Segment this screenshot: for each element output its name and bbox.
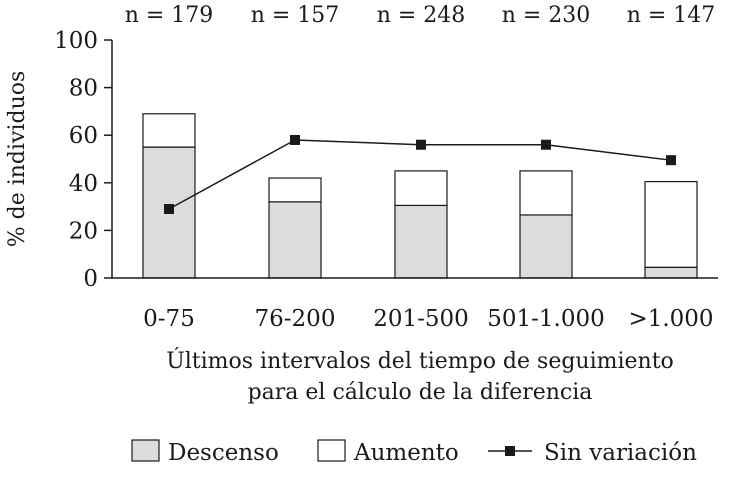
legend-label-aumento: Aumento <box>353 440 459 466</box>
x-axis-title-line-2: para el cálculo de la diferencia <box>248 380 593 405</box>
legend-swatch-aumento <box>317 439 346 462</box>
x-tick-label: 501-1.000 <box>487 306 605 332</box>
legend: Descenso Aumento Sin variación <box>131 439 697 466</box>
n-label: n = 147 <box>627 3 716 28</box>
bar-aumento <box>519 170 573 216</box>
y-tick-label: 100 <box>54 28 98 54</box>
legend-marker-sin-variacion <box>505 446 515 456</box>
axes <box>111 40 718 279</box>
bar-descenso <box>394 204 448 279</box>
sin-variacion-marker <box>290 134 300 145</box>
y-tick-label: 80 <box>69 76 98 102</box>
sin-variacion-marker <box>164 203 174 214</box>
n-label: n = 179 <box>125 3 214 28</box>
n-label: n = 157 <box>251 3 340 28</box>
bar-descenso <box>268 201 322 279</box>
bar-aumento <box>268 177 322 203</box>
bar-descenso <box>519 214 573 279</box>
sin-variacion-marker <box>416 139 426 150</box>
x-tick-label: >1.000 <box>628 306 713 332</box>
x-tick-label: 201-500 <box>373 306 469 332</box>
bar-aumento <box>644 181 698 268</box>
bar-descenso <box>644 266 698 279</box>
n-label: n = 230 <box>502 3 591 28</box>
sin-variacion-marker <box>666 155 676 166</box>
bar-aumento <box>394 170 448 207</box>
y-tick-label: 20 <box>69 218 98 244</box>
y-tick-label: 0 <box>83 266 98 292</box>
y-axis-title: % de individuos <box>5 71 30 248</box>
x-axis-title-line-1: Últimos intervalos del tiempo de seguimi… <box>166 347 674 374</box>
legend-swatch-descenso <box>131 439 160 462</box>
y-ticks: 0 20 40 60 80 100 <box>54 28 112 292</box>
sample-size-labels: n = 179 n = 157 n = 248 n = 230 n = 147 <box>125 3 716 28</box>
y-tick-label: 40 <box>69 171 98 197</box>
x-tick-labels: 0-75 76-200 201-500 501-1.000 >1.000 <box>143 306 713 332</box>
legend-label-descenso: Descenso <box>168 440 279 466</box>
sin-variacion-line <box>164 134 676 214</box>
x-tick-label: 76-200 <box>255 306 336 332</box>
bar-aumento <box>142 113 196 148</box>
x-tick-label: 0-75 <box>143 306 195 332</box>
y-tick-label: 60 <box>69 123 98 149</box>
n-label: n = 248 <box>377 3 466 28</box>
sin-variacion-marker <box>541 139 551 150</box>
bars <box>142 113 698 279</box>
legend-label-sin-variacion: Sin variación <box>544 440 697 466</box>
